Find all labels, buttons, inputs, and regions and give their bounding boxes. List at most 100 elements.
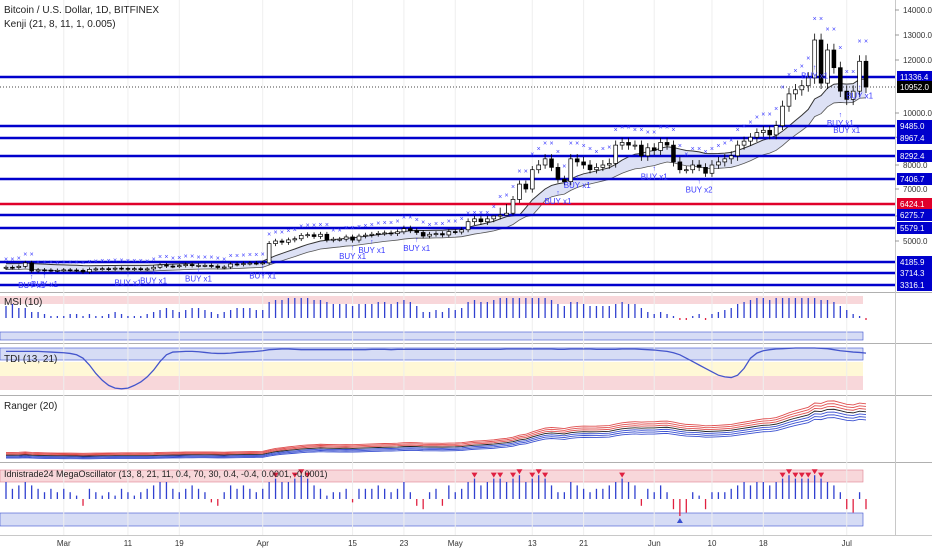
mega-sell-triangle xyxy=(542,472,549,478)
buy-arrow: ↑ xyxy=(370,239,374,246)
kenji-marker: × xyxy=(94,258,98,265)
buy-arrow: ↑ xyxy=(858,84,862,91)
kenji-marker: × xyxy=(851,69,855,76)
candle-body xyxy=(677,161,683,171)
level-label-text: 11336.4 xyxy=(900,73,929,82)
candle-body xyxy=(786,93,792,107)
level-label-text: 10952.0 xyxy=(900,83,929,92)
mega-upper-band xyxy=(0,469,864,483)
candle-body xyxy=(183,264,188,266)
kenji-marker: × xyxy=(203,255,207,262)
candle-body xyxy=(626,142,631,146)
msi-histogram: 0.0 xyxy=(5,298,867,320)
buy-signal-label: BUY x2 xyxy=(686,185,714,194)
kenji-marker: × xyxy=(774,106,778,113)
msi-upper-band xyxy=(0,296,863,304)
time-axis-label: Jul xyxy=(842,539,852,548)
candle-body xyxy=(350,236,355,241)
tdi-mid-band xyxy=(0,362,863,376)
candle-body xyxy=(363,234,368,237)
candle-body xyxy=(401,228,407,233)
price-level-lines xyxy=(0,75,895,287)
kenji-marker: × xyxy=(517,169,521,176)
buy-arrow: ↑ xyxy=(845,119,849,126)
time-axis-label: 23 xyxy=(399,539,408,548)
mega-sell-triangle xyxy=(516,469,523,475)
candle-body xyxy=(55,269,60,272)
candle-body xyxy=(684,169,689,172)
candle-body xyxy=(748,136,753,142)
kenji-marker: × xyxy=(479,210,483,217)
kenji-marker: × xyxy=(293,227,297,234)
level-label-text: 5579.1 xyxy=(900,224,925,233)
buy-signal-label: BUY x1 xyxy=(18,281,46,290)
time-axis-label: 11 xyxy=(124,539,133,548)
candle-body xyxy=(838,67,843,92)
kenji-marker: × xyxy=(126,258,130,265)
buy-signal-label: BUY x1 xyxy=(833,126,861,135)
kenji-marker: × xyxy=(395,219,399,226)
level-label-box xyxy=(897,266,932,279)
tdi-line: 1.00.0 xyxy=(6,347,867,390)
kenji-marker: × xyxy=(633,127,637,134)
time-axis-label: 10 xyxy=(708,539,717,548)
candle-body xyxy=(818,39,824,84)
candle-body xyxy=(29,262,34,272)
candle-body xyxy=(658,142,663,151)
kenji-marker: × xyxy=(4,257,8,264)
candle-body xyxy=(767,129,773,136)
candle-body xyxy=(664,142,670,146)
candle-body xyxy=(273,240,278,244)
candle-body xyxy=(478,218,484,223)
buy-arrow: ↑ xyxy=(43,273,47,280)
kenji-marker: × xyxy=(55,260,59,267)
candle-body xyxy=(574,158,580,163)
kenji-marker: × xyxy=(614,127,618,134)
kenji-marker: × xyxy=(62,259,66,266)
candle-body xyxy=(459,229,464,233)
kenji-marker: × xyxy=(787,72,791,79)
buy-signal-label: BUY x1 xyxy=(846,91,874,100)
buy-arrow: ↑ xyxy=(839,112,843,119)
kenji-marker: × xyxy=(158,254,162,261)
kenji-marker: × xyxy=(171,255,175,262)
kenji-marker: × xyxy=(813,16,817,23)
kenji-marker: × xyxy=(697,146,701,153)
time-axis[interactable]: Mar 11 19 Apr 15 23 May 13 21 Jun 10 18 Jul xyxy=(57,539,852,548)
buy-arrow: ↑ xyxy=(575,174,579,181)
candle-body xyxy=(497,214,503,217)
candle-body xyxy=(93,268,99,271)
mega-sell-triangle xyxy=(792,472,799,478)
buy-arrow: ↑ xyxy=(813,64,817,71)
candle-body xyxy=(568,158,574,182)
indicator-label: Kenji (21, 8, 11, 1, 0.005) xyxy=(4,19,116,30)
kenji-marker: × xyxy=(819,16,823,23)
candle-body xyxy=(600,164,606,168)
candle-body xyxy=(645,147,651,157)
kenji-upper-line xyxy=(5,78,867,267)
time-axis-label: Apr xyxy=(256,539,269,548)
candle-body xyxy=(209,265,214,267)
level-label-text: 6424.1 xyxy=(900,200,925,209)
candle-body xyxy=(254,262,259,265)
candle-body xyxy=(440,233,445,236)
kenji-marker: × xyxy=(274,229,278,236)
candle-body xyxy=(10,266,15,269)
candle-body xyxy=(247,262,253,265)
buy-signal-label: BUY x1 xyxy=(185,274,213,283)
buy-signal-label: BUY x1 xyxy=(827,119,855,128)
kenji-marker: × xyxy=(421,219,425,226)
price-tick-label: 5000.0 xyxy=(903,237,928,246)
kenji-marker: × xyxy=(793,68,797,75)
candle-body xyxy=(157,264,163,268)
kenji-marker: × xyxy=(23,252,27,259)
kenji-marker: × xyxy=(710,146,714,153)
candle-body xyxy=(298,235,304,240)
candle-body xyxy=(99,268,105,271)
kenji-marker: × xyxy=(113,258,117,265)
kenji-marker: × xyxy=(229,253,233,260)
level-label-text: 4185.9 xyxy=(900,258,925,267)
candle-body xyxy=(48,269,54,272)
